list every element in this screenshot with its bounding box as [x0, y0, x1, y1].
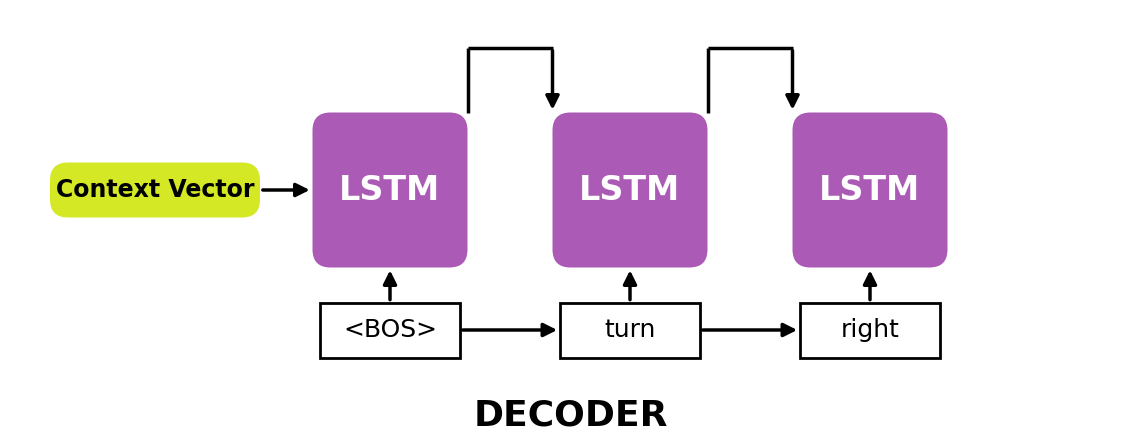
- Bar: [800, 303, 940, 357]
- Text: LSTM: LSTM: [580, 173, 680, 206]
- Text: <BOS>: <BOS>: [343, 318, 437, 342]
- Bar: [320, 303, 459, 357]
- Text: turn: turn: [605, 318, 656, 342]
- Text: DECODER: DECODER: [473, 398, 669, 432]
- Text: Context Vector: Context Vector: [56, 178, 254, 202]
- Text: right: right: [840, 318, 900, 342]
- FancyBboxPatch shape: [792, 113, 948, 268]
- Bar: [560, 303, 700, 357]
- FancyBboxPatch shape: [552, 113, 708, 268]
- FancyBboxPatch shape: [50, 162, 259, 218]
- FancyBboxPatch shape: [312, 113, 467, 268]
- Text: LSTM: LSTM: [820, 173, 920, 206]
- Text: LSTM: LSTM: [339, 173, 440, 206]
